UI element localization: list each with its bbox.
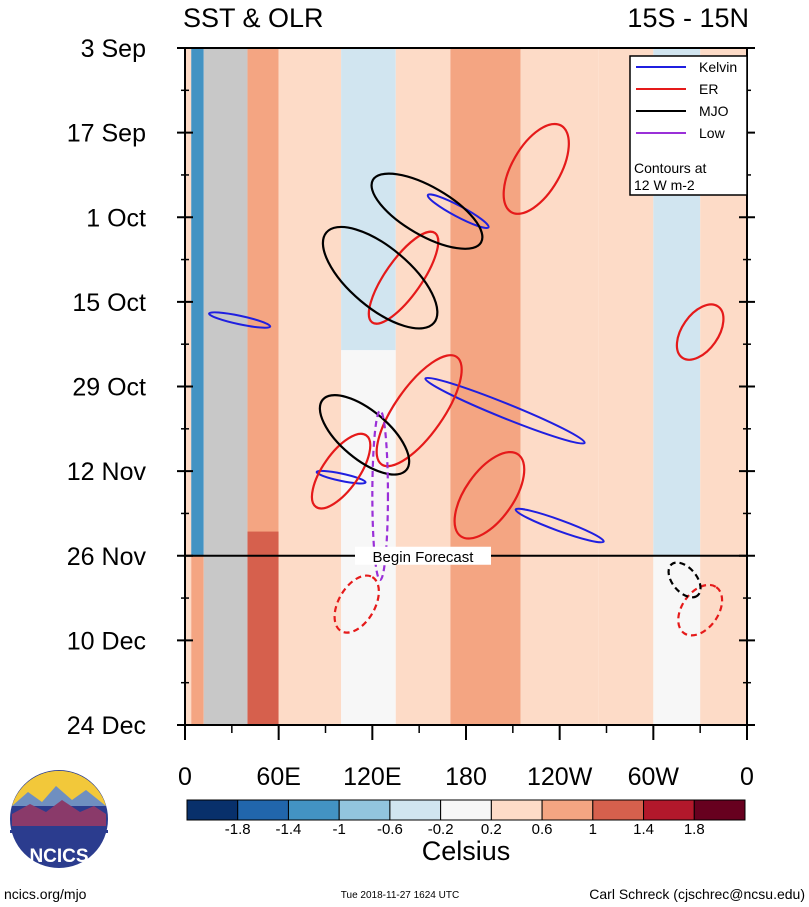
contour-kelvin-0 xyxy=(424,376,586,445)
colorbar-tick-label: -1.8 xyxy=(225,821,251,838)
sst-band-2 xyxy=(191,555,204,725)
contour-mjo-15 xyxy=(370,172,484,250)
colorbar-tick-label: -1.4 xyxy=(276,821,302,838)
sst-band-10 xyxy=(520,48,599,725)
sst-band-5 xyxy=(278,48,342,725)
sst-band-13 xyxy=(653,555,701,725)
legend-box xyxy=(629,55,748,196)
wave-contours xyxy=(208,122,725,637)
contour-mjo-14 xyxy=(318,394,411,476)
contour-kelvin-3 xyxy=(208,311,272,329)
contour-kelvin-4 xyxy=(315,469,367,485)
y-axis: 3 Sep 17 Sep 1 Oct 15 Oct 29 Oct 12 Nov 26 Nov… xyxy=(67,35,755,740)
x-tick-label: 120E xyxy=(343,763,401,791)
footer-url: ncics.org/mjo xyxy=(4,886,87,902)
chart-title-right: 15S - 15N xyxy=(627,3,749,33)
y-tick-label: 24 Dec xyxy=(67,712,146,740)
colorbar-tick-label: -0.2 xyxy=(428,821,454,838)
land-mask xyxy=(203,48,248,725)
x-tick-label: 0 xyxy=(178,763,192,791)
colorbar: -1.8 -1.4 -1 -0.6 -0.2 0.2 0.6 1 1.4 1.8 xyxy=(186,799,746,838)
colorbar-swatch-5 xyxy=(440,799,492,821)
svg-text:NCICS: NCICS xyxy=(29,846,88,867)
contour-er-12 xyxy=(367,230,440,325)
legend-label-er: ER xyxy=(699,81,718,97)
x-axis: 0 60E 120E 180 120W 60W 0 xyxy=(178,725,754,791)
contour-er-9 xyxy=(310,432,372,510)
colorbar-swatch-9 xyxy=(643,799,695,821)
y-tick-label: 3 Sep xyxy=(81,35,146,63)
sst-band-6 xyxy=(341,48,396,351)
colorbar-tick-label: 0.2 xyxy=(481,821,502,838)
colorbar-swatch-0 xyxy=(186,799,239,821)
contour-er-8 xyxy=(375,354,463,468)
begin-forecast-label-bg xyxy=(355,546,491,565)
contour-er-7 xyxy=(453,450,526,540)
legend-label-mjo: MJO xyxy=(699,103,729,119)
colorbar-swatch-4 xyxy=(389,799,442,821)
footer-author: Carl Schreck (cjschrec@ncsu.edu) xyxy=(589,886,805,902)
legend-label-low: Low xyxy=(699,125,726,141)
x-tick-label: 180 xyxy=(445,763,487,791)
contour-er-11 xyxy=(677,583,724,637)
colorbar-swatch-1 xyxy=(237,799,289,821)
contour-low-17 xyxy=(371,409,390,582)
legend-note-line: Contours at xyxy=(634,160,706,176)
contour-er-5 xyxy=(502,122,570,215)
x-tick-label: 60W xyxy=(628,763,680,791)
x-tick-label: 120W xyxy=(527,763,593,791)
legend-note-line: 12 W m-2 xyxy=(634,177,695,193)
footer-timestamp: Tue 2018-11-27 1624 UTC xyxy=(341,890,459,901)
y-tick-label: 17 Sep xyxy=(67,120,146,148)
contour-er-6 xyxy=(675,303,725,361)
y-tick-label: 1 Oct xyxy=(86,204,146,232)
y-tick-label: 12 Nov xyxy=(67,458,147,486)
colorbar-swatch-3 xyxy=(338,799,391,821)
colorbar-tick-label: 1.4 xyxy=(633,821,654,838)
colorbar-tick-label: 1 xyxy=(589,821,597,838)
y-tick-label: 10 Dec xyxy=(67,627,146,655)
sst-band-4 xyxy=(247,531,279,725)
contour-kelvin-2 xyxy=(514,507,605,544)
colorbar-swatch-8 xyxy=(592,799,645,821)
colorbar-label: Celsius xyxy=(422,836,511,866)
y-tick-label: 29 Oct xyxy=(72,374,146,402)
colorbar-tick-label: -0.6 xyxy=(377,821,403,838)
y-tick-label: 15 Oct xyxy=(72,289,146,317)
ncics-logo: NCICS xyxy=(10,770,108,868)
x-tick-label: 60E xyxy=(256,763,300,791)
contour-mjo-13 xyxy=(321,225,439,330)
legend-label-kelvin: Kelvin xyxy=(699,59,737,75)
begin-forecast-label: Begin Forecast xyxy=(373,549,475,566)
colorbar-tick-label: -1 xyxy=(333,821,346,838)
colorbar-tick-label: 1.8 xyxy=(684,821,705,838)
contour-er-10 xyxy=(333,574,380,634)
colorbar-swatch-6 xyxy=(490,799,543,821)
chart-title-left: SST & OLR xyxy=(183,3,324,33)
contour-mjo-16 xyxy=(667,561,702,599)
x-tick-label: 0 xyxy=(740,763,754,791)
colorbar-swatch-10 xyxy=(693,799,746,821)
colorbar-swatch-2 xyxy=(287,799,340,821)
colorbar-swatch-7 xyxy=(541,799,594,821)
colorbar-tick-label: 0.6 xyxy=(532,821,553,838)
sst-band-1 xyxy=(191,48,204,556)
sst-band-8 xyxy=(395,48,451,725)
y-tick-label: 26 Nov xyxy=(67,543,147,571)
